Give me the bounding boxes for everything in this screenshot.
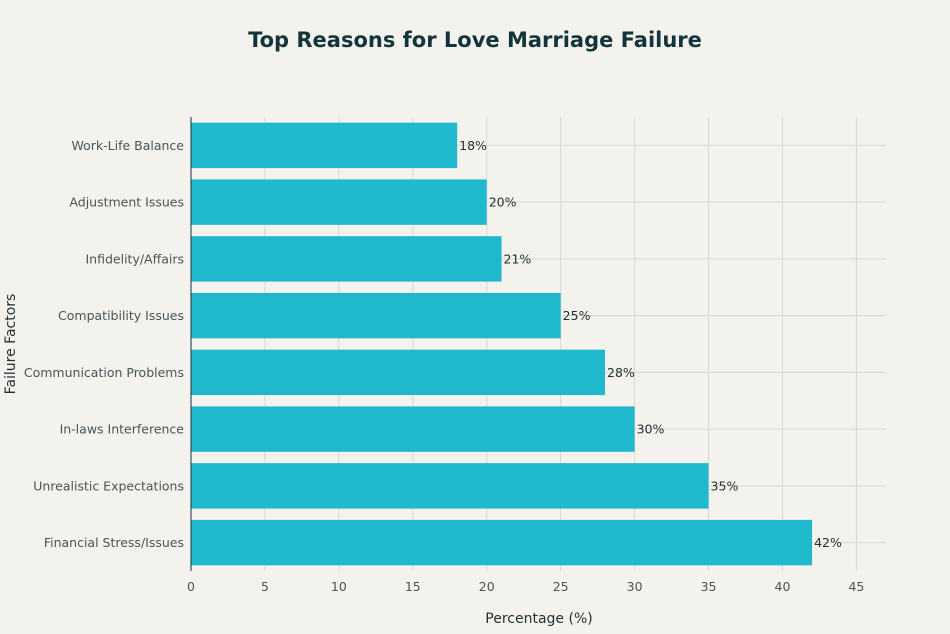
x-tick-label: 0 — [187, 579, 195, 594]
x-tick-label: 10 — [331, 579, 347, 594]
x-axis-title: Percentage (%) — [485, 611, 592, 627]
data-labels: 18% 20% 21% 25% 28% 30% 35% 42% — [459, 138, 842, 550]
data-label: 28% — [607, 365, 635, 380]
data-label: 18% — [459, 138, 487, 153]
bar — [191, 236, 502, 282]
x-tick-label: 5 — [261, 579, 269, 594]
x-tick-label: 40 — [775, 579, 791, 594]
x-tick-label: 15 — [405, 579, 421, 594]
x-tick-label: 25 — [553, 579, 569, 594]
category-labels: Work-Life Balance Adjustment Issues Infide… — [24, 138, 184, 550]
category-label: In-laws Interference — [60, 422, 185, 437]
x-tick-label: 35 — [701, 579, 717, 594]
data-label: 30% — [637, 422, 665, 437]
x-tick-label: 45 — [848, 579, 864, 594]
bar — [191, 292, 561, 339]
category-label: Work-Life Balance — [71, 138, 184, 153]
category-label: Unrealistic Expectations — [33, 478, 184, 493]
data-label: 35% — [711, 478, 739, 493]
bar — [191, 463, 709, 509]
bar — [191, 349, 606, 396]
x-tick-labels: 0 5 10 15 20 25 30 35 40 45 — [187, 579, 864, 594]
x-tick-label: 20 — [479, 579, 495, 594]
data-label: 20% — [489, 195, 517, 210]
category-label: Adjustment Issues — [69, 195, 184, 210]
bar — [191, 122, 458, 169]
category-label: Communication Problems — [24, 365, 184, 380]
x-tick-label: 30 — [627, 579, 643, 594]
category-label: Financial Stress/Issues — [44, 535, 184, 550]
chart-title: Top Reasons for Love Marriage Failure — [248, 28, 702, 52]
bars — [191, 122, 813, 566]
bar — [191, 406, 635, 452]
bar — [191, 179, 487, 225]
data-label: 42% — [814, 535, 842, 550]
category-label: Infidelity/Affairs — [85, 251, 184, 266]
category-label: Compatibility Issues — [58, 308, 184, 323]
data-label: 25% — [563, 308, 591, 323]
y-axis-title: Failure Factors — [3, 294, 19, 395]
bar — [191, 519, 813, 566]
data-label: 21% — [504, 251, 532, 266]
